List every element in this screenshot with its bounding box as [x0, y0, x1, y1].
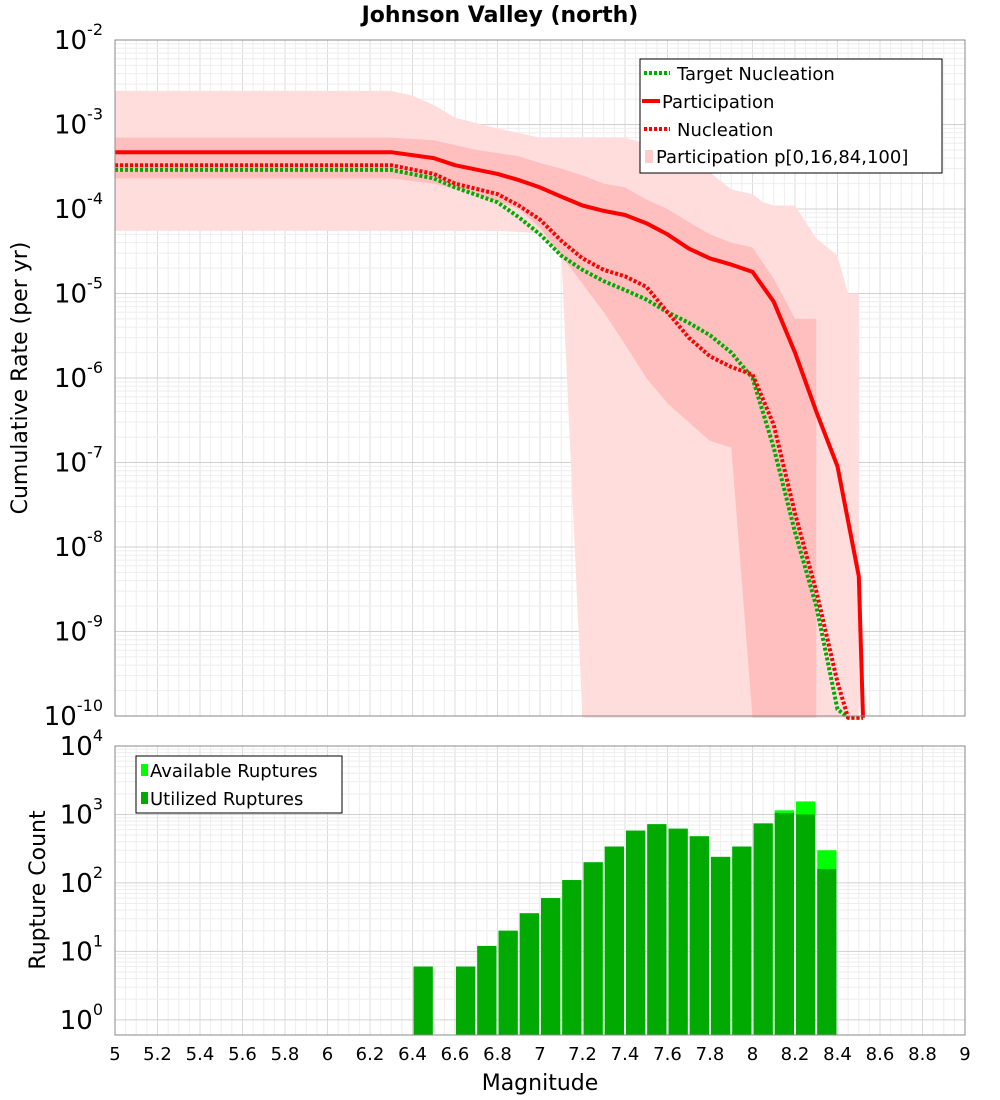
x-tick-label: 8.4 [823, 1044, 852, 1065]
x-tick-label: 6 [322, 1044, 333, 1065]
bar-utilized-ruptures [689, 836, 709, 1035]
rate-y-axis-label: Cumulative Rate (per yr) [8, 242, 33, 515]
rate-lines [115, 150, 865, 720]
x-tick-label: 7.4 [611, 1044, 640, 1065]
legend-label-target-nucleation: Target Nucleation [676, 64, 835, 85]
bar-utilized-ruptures [604, 846, 624, 1035]
y-tick-label: 10-5 [54, 274, 103, 310]
legend-swatch-utilized-ruptures [141, 792, 148, 804]
count-y-axis-label: Rupture Count [26, 810, 51, 970]
x-tick-label: 8 [747, 1044, 758, 1065]
bar-utilized-ruptures [647, 824, 667, 1035]
x-tick-label: 5.4 [186, 1044, 215, 1065]
rate-plot-border [114, 39, 966, 717]
legend-label-available-ruptures: Available Ruptures [150, 761, 318, 782]
magnitude-x-axis-label: Magnitude [482, 1071, 599, 1096]
y-tick-label: 10-8 [54, 527, 103, 563]
bar-utilized-ruptures [583, 862, 603, 1035]
x-tick-label: 6.8 [483, 1044, 512, 1065]
bar-utilized-ruptures [796, 814, 816, 1035]
y-tick-label: 10-4 [54, 189, 103, 225]
bar-utilized-ruptures [477, 945, 497, 1035]
legend-label-participation: Participation [662, 92, 774, 113]
rupture-count-plot: 104 103 102 101 100 5 5.2 5.4 5.6 5.8 6 6.2 6.4 6.6 6… [26, 726, 971, 1096]
legend-swatch-participation-band [645, 150, 653, 163]
count-plot-border [114, 745, 966, 1036]
rupture-bars [413, 801, 837, 1035]
count-legend-box [135, 755, 343, 814]
rate-plot: 10-2 10-3 10-4 10-5 10-6 10-7 10-8 10-9 10-10 Cu… [8, 20, 966, 732]
magnitude-x-tick-labels: 5 5.2 5.4 5.6 5.8 6 6.2 6.4 6.6 6.8 7 7.2 7.4 7.6 7.8 8… [109, 1044, 970, 1065]
x-tick-label: 8.6 [866, 1044, 895, 1065]
x-tick-label: 6.4 [398, 1044, 427, 1065]
bar-utilized-ruptures [541, 898, 561, 1035]
y-tick-label: 10-7 [54, 443, 103, 479]
series-nucleation [115, 163, 863, 720]
legend-label-nucleation: Nucleation [677, 120, 773, 141]
y-tick-label: 10-2 [54, 20, 103, 56]
bar-utilized-ruptures [817, 868, 837, 1035]
x-tick-label: 7.2 [568, 1044, 597, 1065]
bar-utilized-ruptures [456, 966, 476, 1035]
x-tick-label: 5.2 [143, 1044, 172, 1065]
y-tick-label: 10-9 [54, 612, 103, 648]
legend-label-utilized-ruptures: Utilized Ruptures [150, 789, 303, 810]
bar-utilized-ruptures [562, 880, 582, 1035]
rate-legend-box [639, 58, 943, 174]
bar-utilized-ruptures [753, 823, 773, 1035]
legend-swatch-available-ruptures [141, 764, 148, 776]
count-y-tick-labels: 104 103 102 101 100 [60, 726, 103, 1036]
x-tick-label: 8.8 [908, 1044, 937, 1065]
bar-utilized-ruptures [732, 846, 752, 1035]
y-tick-label: 103 [60, 794, 103, 830]
bar-utilized-ruptures [519, 913, 539, 1035]
bar-utilized-ruptures [711, 856, 731, 1035]
x-tick-label: 6.2 [356, 1044, 385, 1065]
chart-title: Johnson Valley (north) [360, 3, 639, 28]
bar-utilized-ruptures [413, 966, 433, 1035]
rate-y-tick-labels: 10-2 10-3 10-4 10-5 10-6 10-7 10-8 10-9 10-10 [44, 20, 103, 732]
y-tick-label: 10-10 [44, 696, 103, 732]
y-tick-label: 100 [60, 1000, 103, 1036]
x-tick-label: 5.6 [228, 1044, 257, 1065]
y-tick-label: 102 [60, 863, 103, 899]
rate-legend: Target Nucleation Participation Nucleati… [639, 58, 943, 174]
y-tick-label: 104 [60, 726, 103, 762]
legend-label-participation-band: Participation p[0,16,84,100] [656, 147, 908, 168]
bar-utilized-ruptures [774, 813, 794, 1035]
x-tick-label: 7.8 [696, 1044, 725, 1065]
x-tick-label: 9 [959, 1044, 970, 1065]
bar-utilized-ruptures [626, 830, 646, 1035]
x-tick-label: 7.6 [653, 1044, 682, 1065]
x-tick-label: 8.2 [781, 1044, 810, 1065]
bar-utilized-ruptures [668, 828, 688, 1035]
y-tick-label: 10-6 [54, 358, 103, 394]
bar-utilized-ruptures [498, 930, 518, 1035]
series-target-nucleation [115, 167, 863, 720]
x-tick-label: 5 [109, 1044, 120, 1065]
count-legend: Available Ruptures Utilized Ruptures [135, 755, 343, 814]
x-tick-label: 6.6 [441, 1044, 470, 1065]
x-tick-label: 5.8 [271, 1044, 300, 1065]
y-tick-label: 10-3 [54, 105, 103, 141]
series-participation [115, 150, 865, 718]
x-tick-label: 7 [534, 1044, 545, 1065]
y-tick-label: 101 [60, 931, 103, 967]
